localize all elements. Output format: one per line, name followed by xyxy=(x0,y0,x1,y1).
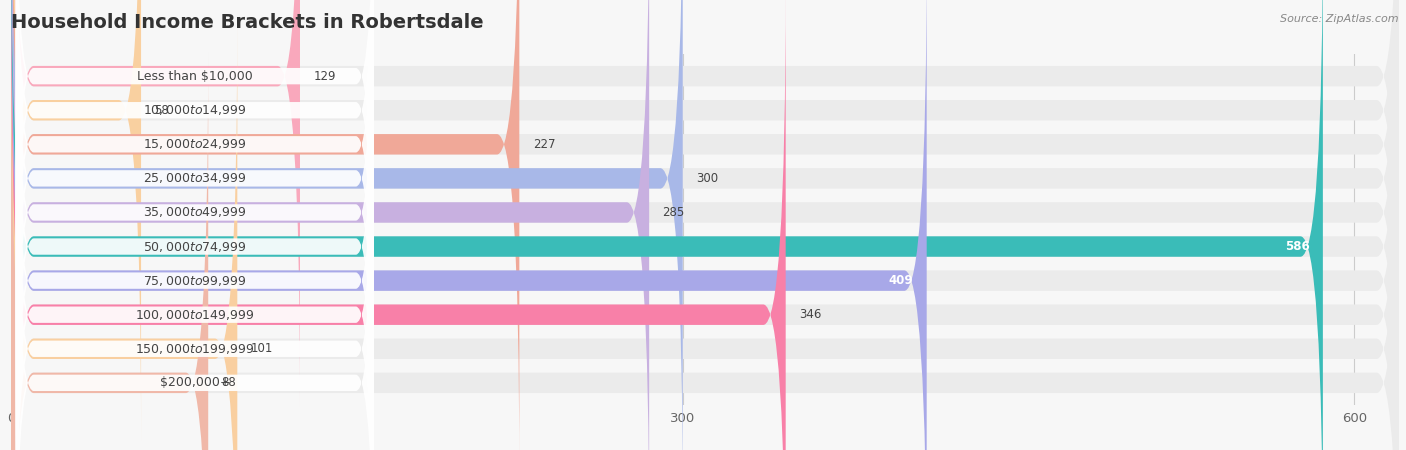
FancyBboxPatch shape xyxy=(11,0,927,450)
Text: Household Income Brackets in Robertsdale: Household Income Brackets in Robertsdale xyxy=(11,14,484,32)
FancyBboxPatch shape xyxy=(15,118,374,450)
FancyBboxPatch shape xyxy=(11,0,299,407)
FancyBboxPatch shape xyxy=(11,0,1399,450)
Text: Source: ZipAtlas.com: Source: ZipAtlas.com xyxy=(1281,14,1399,23)
Text: $10,000 to $14,999: $10,000 to $14,999 xyxy=(143,103,246,117)
FancyBboxPatch shape xyxy=(11,0,1323,450)
Text: $15,000 to $24,999: $15,000 to $24,999 xyxy=(143,137,246,151)
Text: 346: 346 xyxy=(799,308,821,321)
FancyBboxPatch shape xyxy=(11,0,1399,441)
FancyBboxPatch shape xyxy=(15,0,374,443)
FancyBboxPatch shape xyxy=(11,0,786,450)
FancyBboxPatch shape xyxy=(11,0,1399,450)
Text: $200,000+: $200,000+ xyxy=(159,376,231,389)
FancyBboxPatch shape xyxy=(15,0,374,341)
FancyBboxPatch shape xyxy=(11,52,1399,450)
Text: $100,000 to $149,999: $100,000 to $149,999 xyxy=(135,308,254,322)
FancyBboxPatch shape xyxy=(11,0,519,450)
Text: 409: 409 xyxy=(889,274,914,287)
FancyBboxPatch shape xyxy=(11,0,1399,450)
FancyBboxPatch shape xyxy=(15,84,374,450)
FancyBboxPatch shape xyxy=(15,0,374,409)
FancyBboxPatch shape xyxy=(11,0,1399,450)
Text: $50,000 to $74,999: $50,000 to $74,999 xyxy=(143,239,246,253)
Text: 129: 129 xyxy=(314,70,336,83)
FancyBboxPatch shape xyxy=(15,0,374,450)
FancyBboxPatch shape xyxy=(15,0,374,450)
FancyBboxPatch shape xyxy=(11,0,141,441)
FancyBboxPatch shape xyxy=(11,0,1399,450)
FancyBboxPatch shape xyxy=(15,0,374,375)
Text: 300: 300 xyxy=(696,172,718,185)
FancyBboxPatch shape xyxy=(11,0,650,450)
Text: 88: 88 xyxy=(222,376,236,389)
FancyBboxPatch shape xyxy=(11,0,1399,407)
Text: 285: 285 xyxy=(662,206,685,219)
Text: 227: 227 xyxy=(533,138,555,151)
FancyBboxPatch shape xyxy=(11,0,1399,450)
FancyBboxPatch shape xyxy=(15,16,374,450)
Text: $75,000 to $99,999: $75,000 to $99,999 xyxy=(143,274,246,288)
Text: Less than $10,000: Less than $10,000 xyxy=(136,70,253,83)
Text: $150,000 to $199,999: $150,000 to $199,999 xyxy=(135,342,254,356)
Text: 58: 58 xyxy=(155,104,169,117)
FancyBboxPatch shape xyxy=(11,18,238,450)
FancyBboxPatch shape xyxy=(11,0,683,450)
Text: 586: 586 xyxy=(1285,240,1309,253)
Text: $25,000 to $34,999: $25,000 to $34,999 xyxy=(143,171,246,185)
Text: $35,000 to $49,999: $35,000 to $49,999 xyxy=(143,206,246,220)
Text: 101: 101 xyxy=(250,342,273,355)
FancyBboxPatch shape xyxy=(11,52,208,450)
FancyBboxPatch shape xyxy=(11,18,1399,450)
FancyBboxPatch shape xyxy=(15,50,374,450)
